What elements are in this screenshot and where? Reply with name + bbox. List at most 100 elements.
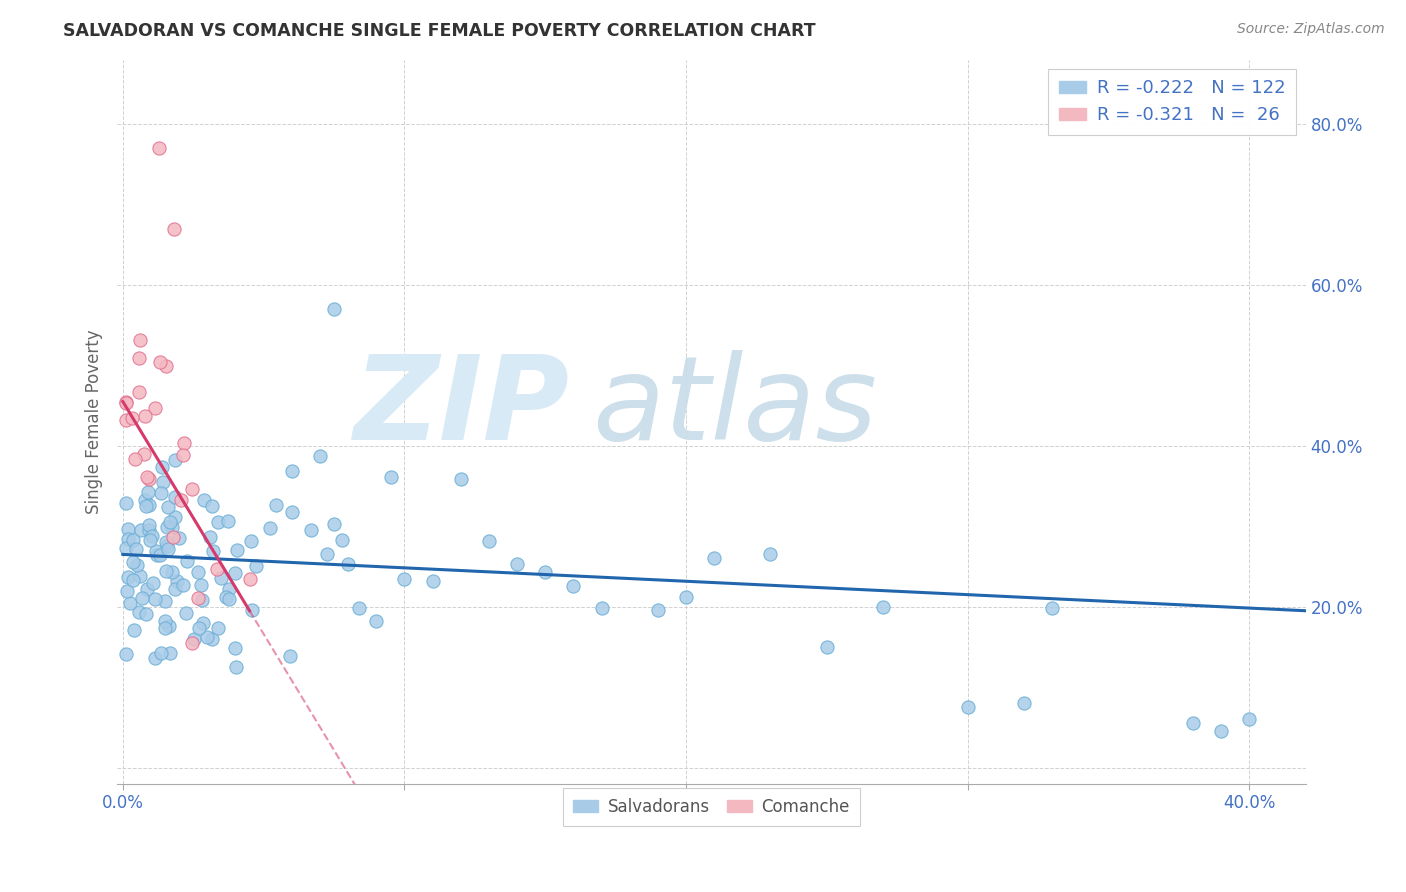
Point [180, 636, 202, 650]
Point [136, 484, 159, 499]
Point [114, 394, 136, 409]
Point [156, 539, 179, 553]
Point [198, 530, 221, 544]
Point [174, 607, 197, 621]
Legend: Salvadorans, Comanche: Salvadorans, Comanche [562, 789, 860, 826]
Point [149, 549, 172, 563]
Point [209, 571, 232, 585]
Point [347, 601, 370, 615]
Point [322, 516, 344, 531]
Point [1040, 600, 1063, 615]
Point [172, 448, 194, 462]
Point [166, 574, 188, 588]
Point [114, 541, 136, 555]
Point [245, 558, 267, 573]
Point [121, 410, 143, 425]
Point [118, 596, 141, 610]
Point [187, 621, 209, 635]
Point [647, 603, 669, 617]
Point [242, 603, 264, 617]
Point [128, 384, 150, 399]
Point [155, 520, 177, 534]
Point [156, 500, 179, 514]
Point [128, 351, 150, 366]
Point [149, 354, 172, 368]
Point [114, 648, 136, 662]
Point [207, 516, 229, 530]
Point [173, 436, 195, 450]
Point [366, 614, 388, 628]
Point [506, 557, 529, 571]
Point [1209, 724, 1232, 739]
Point [226, 543, 249, 558]
Point [675, 590, 697, 604]
Point [187, 591, 209, 605]
Point [278, 649, 301, 664]
Point [157, 619, 180, 633]
Point [534, 566, 557, 580]
Point [138, 523, 160, 537]
Point [134, 409, 156, 424]
Point [394, 572, 416, 586]
Point [1181, 716, 1204, 731]
Point [114, 496, 136, 510]
Point [128, 568, 150, 582]
Point [323, 301, 346, 316]
Point [124, 541, 146, 556]
Point [195, 630, 218, 644]
Y-axis label: Single Female Poverty: Single Female Poverty [86, 329, 103, 514]
Point [170, 492, 193, 507]
Point [280, 505, 302, 519]
Point [380, 470, 402, 484]
Point [163, 582, 186, 597]
Point [217, 514, 239, 528]
Point [114, 412, 136, 426]
Point [337, 557, 360, 571]
Point [124, 451, 146, 466]
Point [121, 555, 143, 569]
Point [141, 529, 163, 543]
Point [239, 534, 262, 549]
Point [238, 572, 260, 586]
Point [138, 472, 160, 486]
Point [259, 521, 281, 535]
Point [117, 522, 139, 536]
Point [149, 646, 172, 660]
Point [815, 640, 838, 655]
Point [134, 493, 156, 508]
Point [153, 593, 176, 607]
Point [215, 590, 238, 604]
Point [131, 591, 153, 605]
Point [759, 547, 782, 561]
Point [117, 532, 139, 546]
Point [266, 498, 288, 512]
Point [162, 530, 184, 544]
Point [202, 543, 225, 558]
Point [155, 359, 177, 374]
Point [224, 640, 246, 655]
Text: SALVADORAN VS COMANCHE SINGLE FEMALE POVERTY CORRELATION CHART: SALVADORAN VS COMANCHE SINGLE FEMALE POV… [63, 22, 815, 40]
Point [224, 566, 246, 581]
Point [308, 449, 330, 463]
Point [163, 491, 186, 505]
Point [125, 558, 148, 573]
Text: Source: ZipAtlas.com: Source: ZipAtlas.com [1237, 22, 1385, 37]
Point [135, 607, 157, 622]
Point [152, 475, 174, 489]
Point [135, 500, 157, 514]
Point [143, 401, 166, 416]
Point [299, 523, 322, 537]
Point [135, 582, 157, 597]
Point [138, 518, 160, 533]
Point [129, 333, 152, 347]
Point [205, 562, 228, 576]
Point [159, 515, 181, 529]
Point [155, 615, 177, 629]
Point [190, 578, 212, 592]
Point [201, 632, 224, 646]
Point [153, 621, 176, 635]
Point [207, 621, 229, 635]
Point [149, 486, 172, 500]
Point [172, 578, 194, 592]
Point [167, 531, 190, 545]
